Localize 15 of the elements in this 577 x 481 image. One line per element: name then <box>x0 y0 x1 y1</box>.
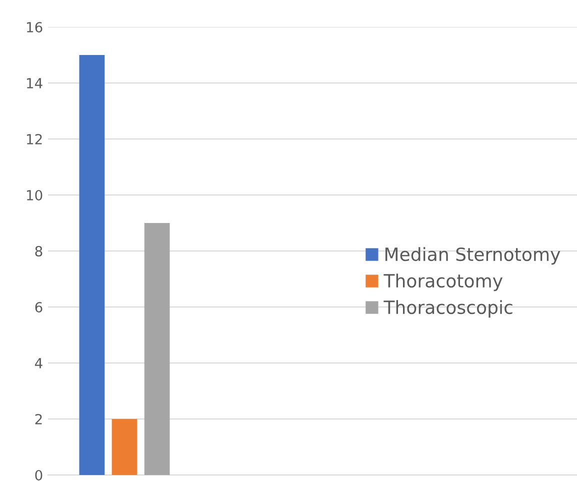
legend-label: Median Sternotomy <box>385 247 560 265</box>
bar <box>112 419 138 475</box>
y-tick-label: 12 <box>26 134 42 144</box>
y-tick-label: 8 <box>35 246 42 256</box>
legend-label: Thoracotomy <box>384 274 503 292</box>
y-tick-label: 0 <box>35 470 42 480</box>
y-tick-label: 2 <box>35 414 42 424</box>
legend-label: Thoracoscopic <box>384 300 512 318</box>
y-tick-label: 4 <box>34 358 42 368</box>
y-tick-label: 6 <box>35 302 42 312</box>
y-tick-label: 16 <box>26 22 42 32</box>
y-tick-label: 14 <box>26 78 42 88</box>
y-tick-label: 10 <box>26 190 42 200</box>
bar <box>79 55 105 475</box>
bar <box>144 223 170 475</box>
